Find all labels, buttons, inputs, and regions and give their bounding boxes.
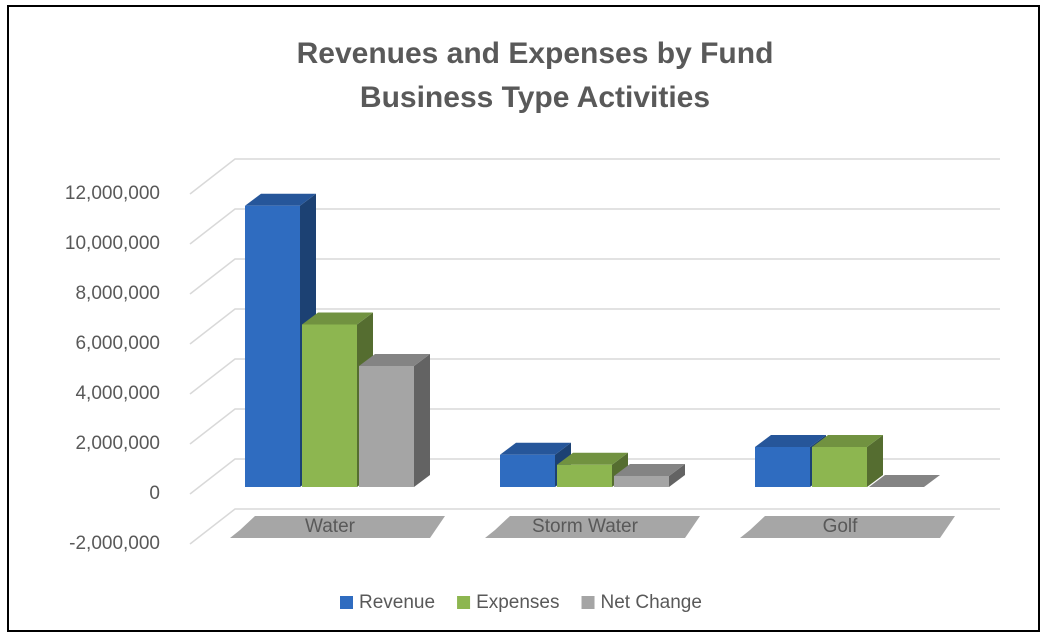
chart-title: Revenues and Expenses by Fund bbox=[297, 37, 774, 70]
bar-front bbox=[302, 324, 357, 487]
bar-top bbox=[359, 354, 430, 366]
y-tick-label: 12,000,000 bbox=[65, 183, 160, 204]
y-tick-label: 2,000,000 bbox=[75, 433, 160, 454]
category-plate bbox=[230, 516, 445, 538]
bar-top bbox=[755, 435, 826, 447]
bar-top bbox=[302, 312, 373, 325]
category-plate bbox=[740, 516, 955, 538]
grid-line bbox=[189, 508, 1000, 545]
y-tick-label: -2,000,000 bbox=[69, 533, 160, 554]
y-tick-label: 4,000,000 bbox=[75, 383, 160, 404]
bar-front bbox=[812, 447, 867, 487]
chart-subtitle: Business Type Activities bbox=[360, 81, 710, 114]
y-tick-label: 0 bbox=[149, 483, 160, 504]
bar-front bbox=[500, 454, 555, 487]
bar-top bbox=[869, 475, 940, 487]
bar bbox=[557, 452, 628, 487]
grid-line bbox=[189, 308, 1000, 345]
grid-line bbox=[189, 208, 1000, 245]
legend-swatch bbox=[581, 596, 595, 609]
y-tick-label: 8,000,000 bbox=[75, 283, 160, 304]
bar-side bbox=[669, 464, 685, 487]
bar bbox=[869, 475, 940, 487]
bar-front bbox=[359, 366, 414, 487]
grid-line bbox=[189, 258, 1000, 295]
grid-line bbox=[189, 458, 1000, 495]
legend-label: Revenue bbox=[359, 592, 435, 613]
x-tick-label: Golf bbox=[823, 516, 859, 537]
bar-side bbox=[414, 354, 430, 487]
bar-top bbox=[812, 435, 883, 447]
legend-swatch bbox=[340, 596, 353, 609]
grid-line bbox=[189, 158, 1000, 195]
bar-top bbox=[245, 193, 316, 206]
bar-front bbox=[755, 447, 810, 487]
grid-line bbox=[189, 408, 1000, 445]
y-tick-label: 6,000,000 bbox=[75, 333, 160, 354]
y-tick-label: 10,000,000 bbox=[65, 233, 160, 254]
bar bbox=[812, 435, 883, 487]
bar bbox=[614, 464, 685, 487]
bar-top bbox=[557, 452, 628, 465]
bar-top bbox=[614, 464, 685, 476]
category-plate bbox=[485, 516, 700, 538]
bar-front bbox=[614, 476, 669, 487]
bar-side bbox=[867, 435, 883, 487]
legend-swatch bbox=[457, 596, 471, 609]
bar bbox=[359, 354, 430, 487]
legend-label: Net Change bbox=[601, 592, 702, 613]
legend-label: Expenses bbox=[476, 592, 559, 613]
grid-line bbox=[189, 358, 1000, 395]
x-tick-label: Storm Water bbox=[532, 516, 639, 537]
bar-front bbox=[245, 205, 300, 487]
bar-top bbox=[500, 442, 571, 455]
bar-front bbox=[557, 464, 612, 487]
x-tick-label: Water bbox=[305, 516, 356, 537]
